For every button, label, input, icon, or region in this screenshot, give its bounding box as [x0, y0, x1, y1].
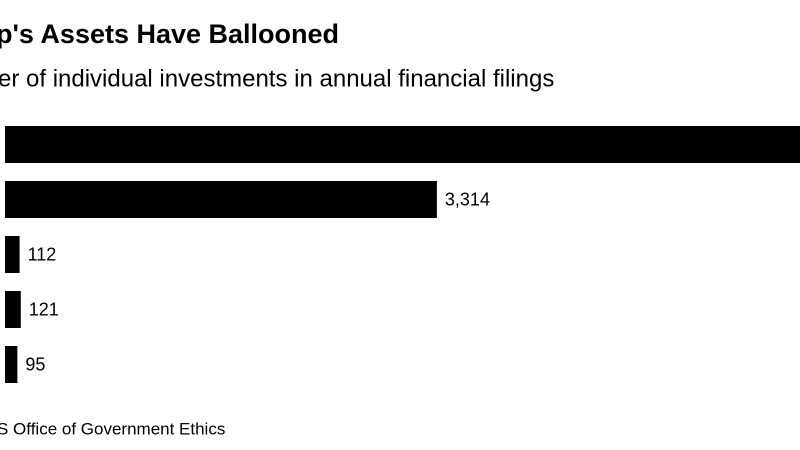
value-label: 3,314 — [445, 189, 490, 209]
chart-subtitle: er of individual investments in annual f… — [0, 65, 554, 92]
value-label: 95 — [25, 354, 45, 374]
bar — [5, 181, 437, 218]
bar — [5, 291, 21, 328]
bar — [5, 236, 20, 273]
value-label: 121 — [29, 299, 59, 319]
bar — [5, 346, 18, 383]
value-label: 112 — [28, 244, 57, 264]
source-note: S Office of Government Ethics — [0, 419, 225, 438]
bar — [5, 126, 800, 163]
chart-title: p's Assets Have Ballooned — [0, 19, 339, 49]
